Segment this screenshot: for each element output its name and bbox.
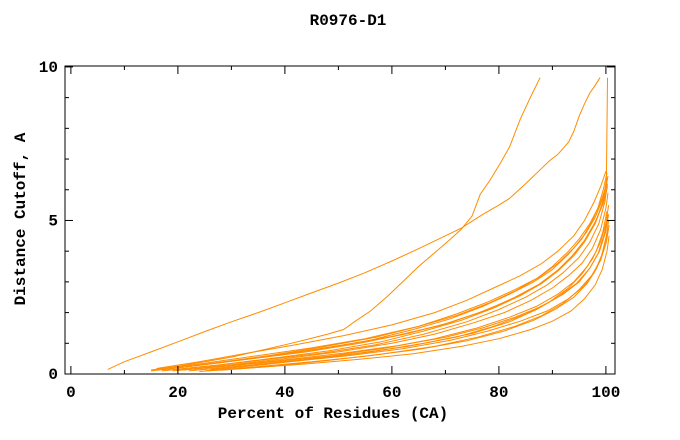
x-tick-label: 40 bbox=[275, 384, 294, 402]
chart-title: R0976-D1 bbox=[309, 12, 387, 30]
data-curve bbox=[107, 77, 601, 370]
data-curve bbox=[156, 172, 608, 370]
plot-border bbox=[64, 65, 616, 375]
y-tick-label: 5 bbox=[48, 212, 58, 230]
x-tick-label: 100 bbox=[591, 384, 620, 402]
data-curve bbox=[209, 214, 610, 371]
x-axis-title: Percent of Residues (CA) bbox=[217, 405, 449, 423]
data-curve bbox=[161, 183, 608, 372]
y-tick-label: 0 bbox=[48, 366, 58, 384]
data-curve bbox=[199, 235, 610, 372]
x-tick-label: 80 bbox=[489, 384, 508, 402]
data-curve bbox=[151, 175, 609, 372]
data-curve bbox=[220, 225, 610, 371]
data-curve bbox=[167, 177, 608, 370]
x-tick-label: 0 bbox=[66, 384, 76, 402]
data-curve bbox=[188, 220, 610, 372]
x-tick-label: 20 bbox=[168, 384, 187, 402]
x-tick-label: 60 bbox=[382, 384, 401, 402]
y-tick-label: 10 bbox=[39, 59, 58, 77]
data-curve bbox=[156, 171, 607, 369]
data-curve bbox=[177, 192, 609, 371]
y-axis-title: Distance Cutoff, A bbox=[12, 132, 30, 306]
